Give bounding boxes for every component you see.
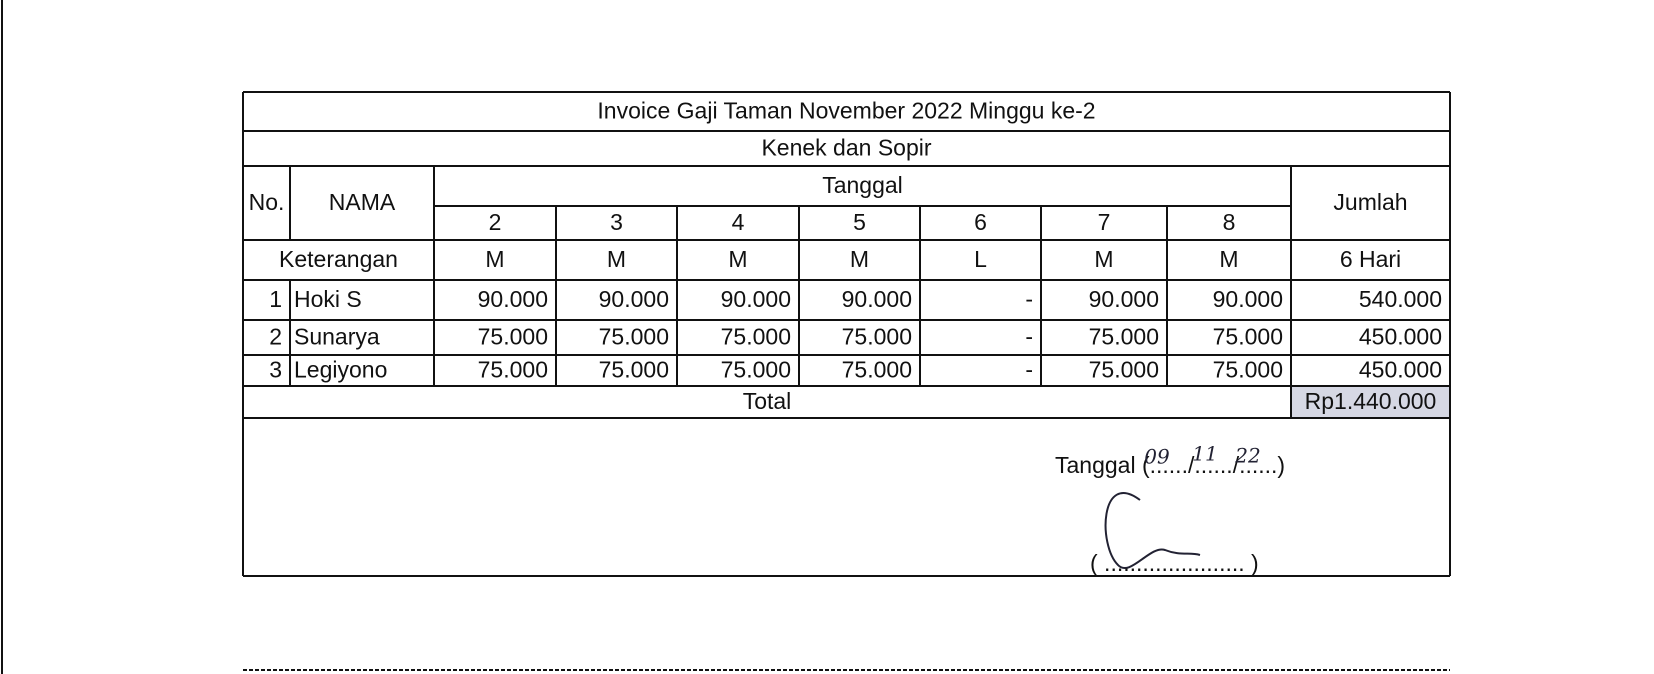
notes-value: M [728,246,747,272]
amount: 75.000 [478,324,548,350]
amount: 75.000 [1089,357,1159,383]
date-header: 2 [489,209,502,235]
date-header: 8 [1223,209,1236,235]
signature-date: Tanggal (....../....../......) [1055,452,1285,478]
signature-scribble [1104,492,1201,569]
row-name: Legiyono [294,357,387,383]
notes-value: M [485,246,504,272]
amount: 450.000 [1359,357,1442,383]
date-header: 5 [853,209,866,235]
amount: - [1025,286,1033,312]
notes-value: L [974,246,987,272]
amount: 75.000 [478,357,548,383]
row-number: 3 [269,357,282,383]
amount: 75.000 [721,357,791,383]
amount: - [1025,324,1033,350]
amount: 75.000 [721,324,791,350]
amount: - [1025,357,1033,383]
total-highlight [1292,387,1449,417]
column-header: No. [249,189,285,215]
date-header: 4 [732,209,745,235]
amount: 90.000 [478,286,548,312]
amount: 90.000 [1213,286,1283,312]
notes-label: Keterangan [279,246,398,272]
subtitle: Kenek dan Sopir [761,135,931,161]
amount: 75.000 [842,357,912,383]
handwritten-date: 11 [1192,442,1217,466]
amount: 75.000 [1089,324,1159,350]
date-header: 6 [974,209,987,235]
row-name: Hoki S [294,286,362,312]
amount: 75.000 [842,324,912,350]
signature-name-line: ( ...................... ) [1090,550,1259,576]
amount: 450.000 [1359,324,1442,350]
date-header: 3 [610,209,623,235]
notes-value: M [1094,246,1113,272]
handwritten-date: 09 [1144,445,1170,469]
column-header: NAMA [329,189,396,215]
date-header: 7 [1098,209,1111,235]
title: Invoice Gaji Taman November 2022 Minggu … [597,98,1095,124]
total-label: Total [743,388,792,414]
total-value: Rp1.440.000 [1305,388,1437,414]
notes-total: 6 Hari [1340,246,1401,272]
amount: 75.000 [599,324,669,350]
amount: 90.000 [599,286,669,312]
handwritten-date: 22 [1234,444,1260,468]
amount: 75.000 [1213,324,1283,350]
amount: 90.000 [721,286,791,312]
column-header: Jumlah [1333,189,1407,215]
row-name: Sunarya [294,324,380,350]
amount: 90.000 [1089,286,1159,312]
column-header: Tanggal [822,172,903,198]
notes-value: M [850,246,869,272]
notes-value: M [607,246,626,272]
row-number: 1 [269,286,282,312]
notes-value: M [1219,246,1238,272]
amount: 90.000 [842,286,912,312]
amount: 75.000 [1213,357,1283,383]
row-number: 2 [269,324,282,350]
amount: 75.000 [599,357,669,383]
amount: 540.000 [1359,286,1442,312]
